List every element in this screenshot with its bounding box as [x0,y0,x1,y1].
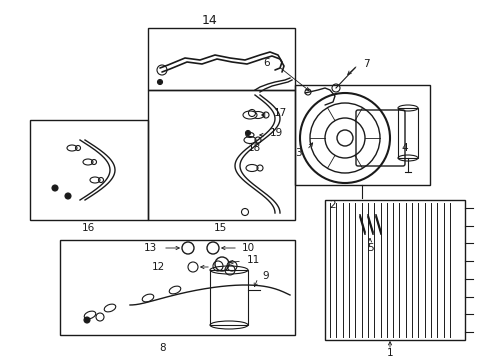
Bar [209,270,247,325]
Ellipse shape [244,136,256,144]
Circle shape [52,185,58,191]
Circle shape [157,80,162,85]
Text: 3: 3 [295,148,302,158]
Text: 15: 15 [213,223,226,233]
Text: 2: 2 [329,200,336,210]
Text: 14: 14 [202,14,218,27]
Text: 7: 7 [362,59,369,69]
Text: 18: 18 [247,143,261,153]
Text: 1: 1 [386,348,392,358]
Text: 19: 19 [269,128,283,138]
Text: 16: 16 [81,223,95,233]
Ellipse shape [142,294,153,302]
Text: 6: 6 [263,58,269,68]
Ellipse shape [67,145,77,151]
Ellipse shape [243,111,257,119]
Circle shape [305,89,310,95]
Ellipse shape [83,159,93,165]
Text: 9: 9 [262,271,268,281]
Circle shape [65,193,71,199]
Circle shape [245,131,250,135]
Ellipse shape [169,286,181,294]
Bar [60,240,294,335]
Text: 17: 17 [273,108,286,118]
Bar [148,90,294,220]
Ellipse shape [84,311,96,319]
Text: 12: 12 [151,262,164,272]
Bar [148,28,294,90]
Ellipse shape [251,112,264,118]
Text: 5: 5 [366,243,372,253]
Circle shape [157,65,167,75]
Bar [397,108,417,158]
Text: 11: 11 [246,255,260,265]
Ellipse shape [245,165,258,171]
Bar [30,120,148,220]
Bar [325,200,464,340]
Text: 4: 4 [401,143,407,153]
Text: 13: 13 [143,243,157,253]
Circle shape [336,130,352,146]
Text: 8: 8 [160,343,166,353]
Ellipse shape [90,177,100,183]
Bar [294,85,429,185]
Ellipse shape [104,304,116,312]
Circle shape [84,317,90,323]
Text: 10: 10 [242,243,255,253]
